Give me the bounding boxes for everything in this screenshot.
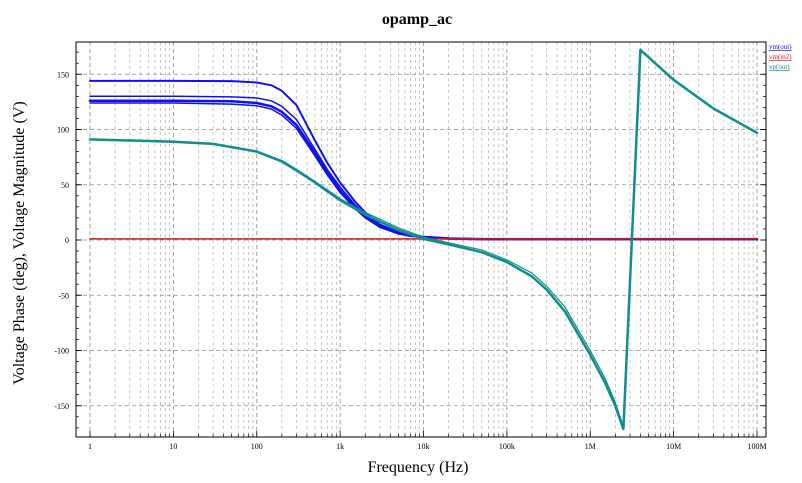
legend-item: vm(out) xyxy=(769,43,792,51)
series-line-vp-out xyxy=(88,48,759,431)
x-tick-label: 100k xyxy=(499,442,515,451)
y-tick-label: 0 xyxy=(65,236,69,245)
legend-item: vm(in2) xyxy=(769,53,792,61)
x-tick-label: 1M xyxy=(585,442,596,451)
x-tick-label: 10k xyxy=(418,442,430,451)
x-tick-label: 100 xyxy=(251,442,263,451)
ticks: 1 10 100 1k 10k 100k 1M 10M 100M 150 100 50 0 -50 -100… xyxy=(54,51,767,451)
series-line-vm-out xyxy=(89,79,758,241)
y-axis-label: Voltage Phase (deg), Voltage Magnitude (… xyxy=(11,101,28,385)
legend: vm(out) vm(in2) vp(out) xyxy=(769,43,792,71)
x-tick-label: 10M xyxy=(666,442,681,451)
x-tick-label: 1k xyxy=(336,442,344,451)
x-tick-label: 100M xyxy=(747,442,766,451)
y-tick-label: 50 xyxy=(61,181,69,190)
y-tick-label: 150 xyxy=(57,70,69,79)
series-line-vp-out xyxy=(89,49,758,428)
plot-frame xyxy=(75,41,767,438)
x-tick-label: 1 xyxy=(88,442,92,451)
y-tick-label: -100 xyxy=(54,347,69,356)
series-group xyxy=(88,48,759,431)
legend-item: vp(out) xyxy=(769,63,790,71)
x-axis-label: Frequency (Hz) xyxy=(368,459,469,476)
y-tick-label: 100 xyxy=(57,126,69,135)
x-tick-label: 10 xyxy=(169,442,177,451)
y-tick-label: -50 xyxy=(58,291,69,300)
y-tick-label: -150 xyxy=(54,402,69,411)
chart-title: opamp_ac xyxy=(382,11,452,28)
